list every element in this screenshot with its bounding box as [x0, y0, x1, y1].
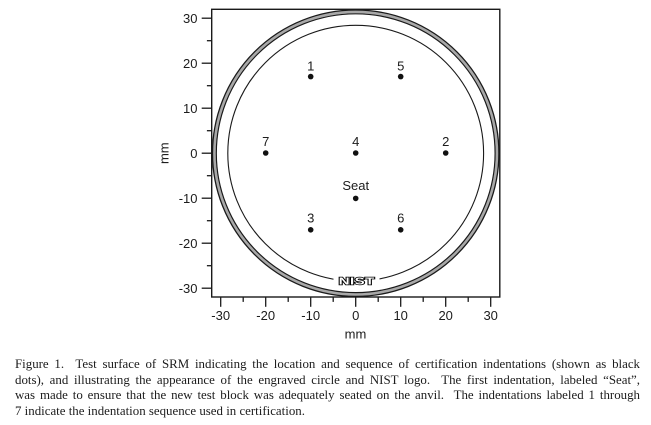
svg-text:2: 2 — [442, 134, 449, 149]
svg-text:-10: -10 — [179, 191, 198, 206]
svg-text:5: 5 — [397, 59, 404, 74]
svg-text:0: 0 — [352, 308, 359, 323]
svg-text:Seat: Seat — [342, 178, 369, 193]
svg-text:-20: -20 — [179, 236, 198, 251]
svg-text:1: 1 — [307, 59, 314, 74]
svg-text:7: 7 — [262, 134, 269, 149]
svg-text:-30: -30 — [179, 281, 198, 296]
svg-text:30: 30 — [483, 308, 497, 323]
svg-text:NIST: NIST — [339, 275, 375, 287]
svg-text:mm: mm — [157, 142, 172, 164]
svg-text:10: 10 — [183, 101, 197, 116]
svg-text:30: 30 — [183, 11, 197, 26]
svg-text:3: 3 — [307, 211, 314, 226]
svg-text:0: 0 — [190, 146, 197, 161]
svg-text:-30: -30 — [211, 308, 230, 323]
svg-text:20: 20 — [438, 308, 452, 323]
svg-text:20: 20 — [183, 56, 197, 71]
svg-text:-10: -10 — [301, 308, 320, 323]
svg-text:-20: -20 — [256, 308, 275, 323]
svg-text:4: 4 — [352, 134, 359, 149]
svg-text:10: 10 — [393, 308, 407, 323]
svg-text:6: 6 — [397, 211, 404, 226]
svg-text:mm: mm — [345, 327, 367, 342]
